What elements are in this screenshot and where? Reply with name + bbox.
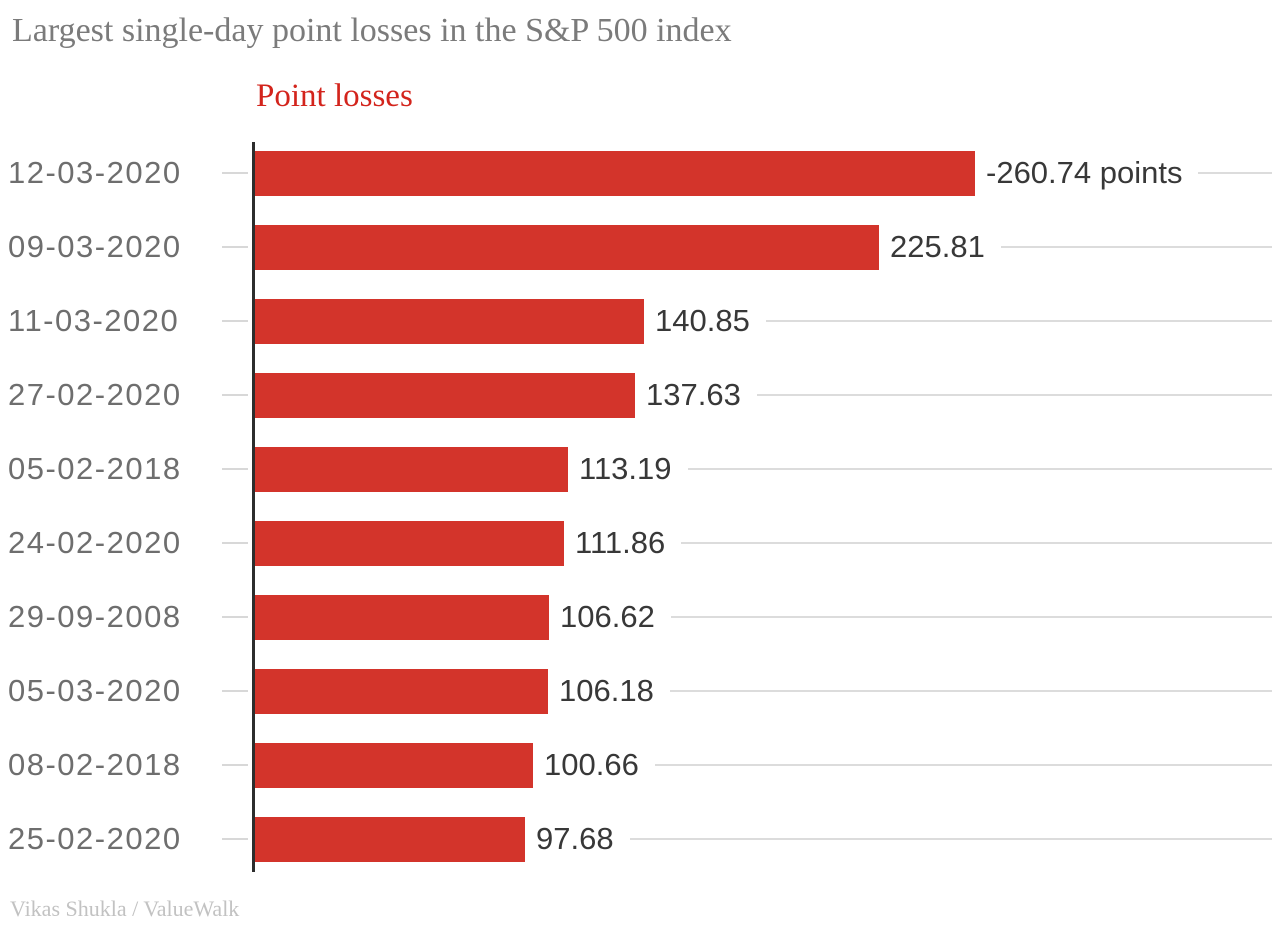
plot-area: 225.81 — [255, 210, 1280, 284]
value-label: 137.63 — [646, 377, 741, 412]
value-label: -260.74 points — [986, 155, 1183, 190]
category-label: 25-02-2020 — [8, 821, 182, 856]
leader-line — [669, 690, 1272, 692]
category-label: 24-02-2020 — [8, 525, 182, 560]
plot-area: 113.19 — [255, 432, 1280, 506]
tick-mark — [222, 246, 248, 248]
credit-line: Vikas Shukla / ValueWalk — [10, 896, 240, 921]
value-label: 111.86 — [575, 525, 666, 560]
category-label: 12-03-2020 — [8, 155, 182, 190]
plot-area: 111.86 — [255, 506, 1280, 580]
category-label: 11-03-2020 — [8, 303, 180, 338]
category-label: 08-02-2018 — [8, 747, 182, 782]
bar[interactable] — [255, 742, 533, 788]
chart-row: 27-02-2020 137.63 — [0, 358, 1280, 432]
bar-chart: 12-03-2020 -260.74 points 09-03-2020 225… — [0, 136, 1280, 876]
value-label: 225.81 — [890, 229, 985, 264]
tick-mark — [222, 616, 248, 618]
chart-row: 29-09-2008 106.62 — [0, 580, 1280, 654]
leader-line — [1198, 172, 1272, 174]
plot-area: 97.68 — [255, 802, 1280, 876]
bar[interactable] — [255, 668, 548, 714]
tick-mark — [222, 542, 248, 544]
category-label: 09-03-2020 — [8, 229, 182, 264]
chart-row: 12-03-2020 -260.74 points — [0, 136, 1280, 210]
tick-mark — [222, 838, 248, 840]
bar[interactable] — [255, 594, 549, 640]
leader-line — [629, 838, 1272, 840]
chart-row: 05-02-2018 113.19 — [0, 432, 1280, 506]
y-axis-line — [252, 142, 255, 872]
tick-mark — [222, 764, 248, 766]
category-label: 05-02-2018 — [8, 451, 182, 486]
plot-area: 106.18 — [255, 654, 1280, 728]
chart-row: 05-03-2020 106.18 — [0, 654, 1280, 728]
tick-mark — [222, 468, 248, 470]
leader-line — [654, 764, 1272, 766]
tick-mark — [222, 320, 248, 322]
bar[interactable] — [255, 520, 564, 566]
leader-line — [681, 542, 1272, 544]
chart-rows: 12-03-2020 -260.74 points 09-03-2020 225… — [0, 136, 1280, 876]
value-label: 97.68 — [536, 821, 614, 856]
tick-mark — [222, 394, 248, 396]
plot-area: 137.63 — [255, 358, 1280, 432]
bar[interactable] — [255, 816, 525, 862]
value-label: 100.66 — [544, 747, 639, 782]
chart-title: Largest single-day point losses in the S… — [12, 12, 732, 49]
tick-mark — [222, 690, 248, 692]
chart-row: 08-02-2018 100.66 — [0, 728, 1280, 802]
bar[interactable] — [255, 224, 879, 270]
bar[interactable] — [255, 446, 568, 492]
value-label: 140.85 — [655, 303, 750, 338]
leader-line — [1000, 246, 1272, 248]
leader-line — [687, 468, 1272, 470]
plot-area: 100.66 — [255, 728, 1280, 802]
plot-area: -260.74 points — [255, 136, 1280, 210]
chart-row: 09-03-2020 225.81 — [0, 210, 1280, 284]
leader-line — [670, 616, 1272, 618]
plot-area: 106.62 — [255, 580, 1280, 654]
plot-area: 140.85 — [255, 284, 1280, 358]
bar[interactable] — [255, 150, 975, 196]
tick-mark — [222, 172, 248, 174]
leader-line — [765, 320, 1272, 322]
value-label: 106.18 — [559, 673, 654, 708]
legend: Point losses — [256, 78, 413, 115]
chart-row: 25-02-2020 97.68 — [0, 802, 1280, 876]
bar[interactable] — [255, 298, 644, 344]
category-label: 27-02-2020 — [8, 377, 182, 412]
category-label: 05-03-2020 — [8, 673, 182, 708]
category-label: 29-09-2008 — [8, 599, 182, 634]
leader-line — [756, 394, 1272, 396]
chart-row: 24-02-2020 111.86 — [0, 506, 1280, 580]
bar[interactable] — [255, 372, 635, 418]
value-label: 113.19 — [579, 451, 672, 486]
value-label: 106.62 — [560, 599, 655, 634]
legend-series-label: Point losses — [256, 78, 413, 114]
chart-row: 11-03-2020 140.85 — [0, 284, 1280, 358]
